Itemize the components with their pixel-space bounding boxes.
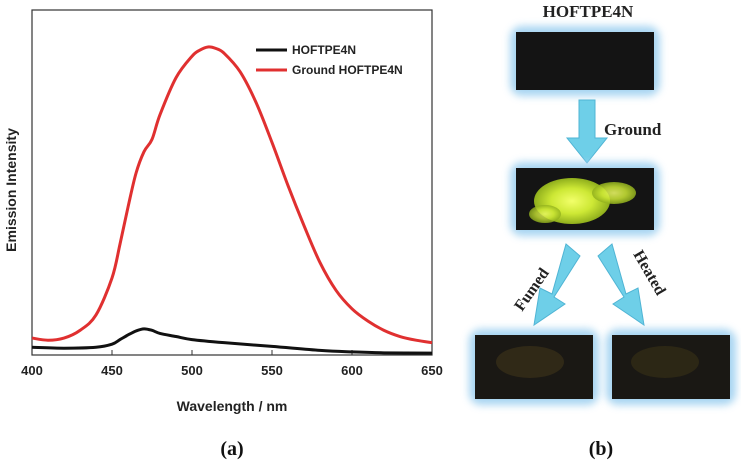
x-tick-label: 600 (341, 363, 363, 378)
sample-pristine (510, 26, 660, 96)
x-tick-label: 550 (261, 363, 283, 378)
heated-powder (631, 346, 699, 378)
legend: HOFTPE4N Ground HOFTPE4N (256, 43, 403, 77)
ground-arrow: Ground (565, 99, 662, 164)
x-axis-label: Wavelength / nm (177, 398, 288, 414)
plot-frame (31, 9, 433, 356)
fumed-arrow: Fumed (511, 243, 581, 327)
y-axis-label: Emission Intensity (3, 128, 19, 252)
emission-chart: 400 450 500 550 600 650 Wavelength / nm Emiss… (3, 9, 443, 460)
panel-b-caption: (b) (589, 438, 613, 460)
heated-arrow-icon (597, 243, 645, 327)
series-line-ground-hoftpe4n (31, 45, 433, 345)
x-tick-label: 500 (181, 363, 203, 378)
fumed-arrow-icon (533, 243, 581, 327)
legend-label-hoftpe4n: HOFTPE4N (292, 43, 356, 57)
x-tick-label: 400 (21, 363, 43, 378)
sample-fumed (469, 329, 599, 405)
fumed-powder (496, 346, 564, 378)
sample-ground (510, 162, 660, 236)
pristine-photo (516, 32, 654, 90)
series-line-hoftpe4n (31, 327, 433, 355)
panel-b-title: HOFTPE4N (543, 2, 634, 21)
ground-arrow-icon (565, 99, 609, 164)
glowing-powder-edge (592, 182, 636, 204)
sample-heated (606, 329, 736, 405)
x-tick-label: 650 (421, 363, 443, 378)
panel-a-caption: (a) (220, 438, 243, 460)
glowing-powder-lobe (529, 205, 561, 223)
x-tick-label: 450 (101, 363, 123, 378)
ground-arrow-label: Ground (604, 120, 662, 139)
legend-label-ground-hoftpe4n: Ground HOFTPE4N (292, 63, 403, 77)
heated-arrow: Heated (597, 243, 669, 327)
photo-schematic: HOFTPE4N Ground Fumed Heated (469, 2, 736, 460)
series-layer (31, 45, 433, 355)
